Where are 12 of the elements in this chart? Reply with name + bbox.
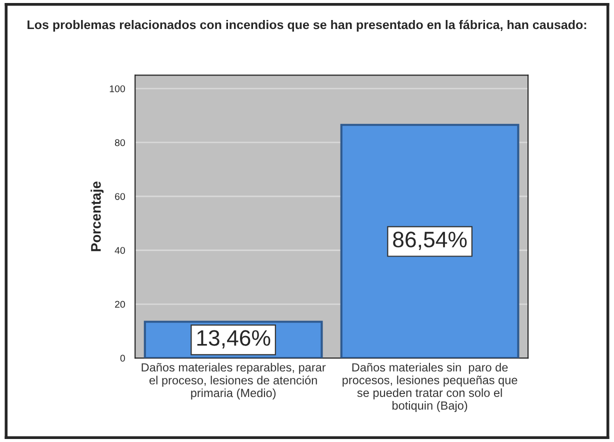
x-tick-label: Daños materiales sin paro de procesos, lesiones pequeñas que se pueden tratar con solo el botiquin (Bajo)	[342, 362, 518, 412]
y-tick-label: 80	[114, 139, 125, 146]
y-tick-label: 20	[115, 300, 125, 308]
chart-title: Los problemas relacionados con incendios que se han presentado en la fábrica, han causado:	[28, 20, 586, 32]
data-label: 86,54%	[393, 232, 467, 250]
data-label: 13,46%	[197, 330, 270, 348]
y-tick-label: 60	[115, 193, 125, 200]
y-tick-label: 40	[114, 246, 125, 254]
y-tick-label: 100	[110, 85, 125, 92]
x-tick-label: Daños materiales reparables, parar el proceso, lesiones de atención primaria (Medio)	[142, 362, 326, 400]
y-axis-title: Porcentaje	[90, 182, 104, 252]
y-tick-label: 0	[120, 354, 125, 362]
